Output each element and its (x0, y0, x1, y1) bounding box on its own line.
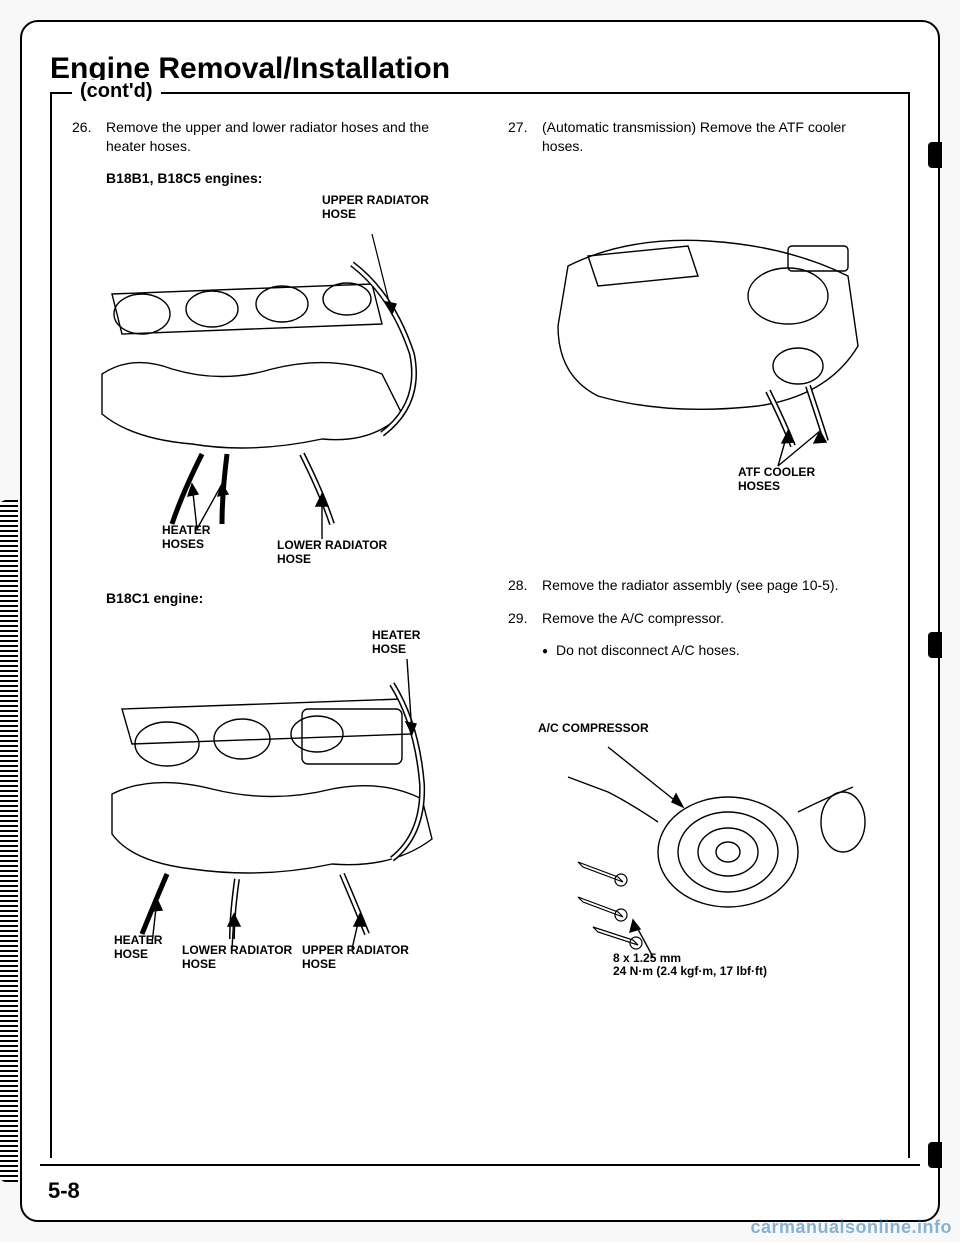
step-26: 26. Remove the upper and lower radiator … (72, 118, 452, 156)
figure-atf-cooler: ATF COOLER HOSES (508, 186, 888, 536)
side-marker-icon (928, 1142, 942, 1168)
right-column: 27. (Automatic transmission) Remove the … (508, 118, 888, 1148)
page-number: 5-8 (48, 1178, 80, 1204)
callout-ac-compressor: A/C COMPRESSOR (538, 722, 649, 736)
page-title: Engine Removal/Installation (50, 52, 910, 86)
callout-lower-radiator-hose-b: LOWER RADIATOR HOSE (182, 944, 292, 972)
callout-bolt-spec: 8 x 1.25 mm 24 N·m (2.4 kgf·m, 17 lbf·ft… (613, 952, 767, 980)
columns: 26. Remove the upper and lower radiator … (72, 118, 888, 1148)
engine-diagram-b (72, 614, 452, 964)
step-29-bullet: Do not disconnect A/C hoses. (542, 642, 888, 662)
binding-spine (0, 500, 18, 1182)
callout-lower-radiator-hose: LOWER RADIATOR HOSE (277, 539, 387, 567)
callout-heater-hose-top: HEATER HOSE (372, 629, 420, 657)
step-text: Remove the upper and lower radiator hose… (106, 118, 452, 156)
bullet-text: Do not disconnect A/C hoses. (556, 642, 740, 662)
side-marker-icon (928, 142, 942, 168)
step-number: 29. (508, 609, 532, 628)
compressor-diagram (508, 702, 888, 982)
callout-heater-hose-bottom: HEATER HOSE (114, 934, 162, 962)
watermark: carmanualsonline.info (750, 1217, 952, 1238)
step-text: Remove the radiator assembly (see page 1… (542, 576, 838, 595)
callout-upper-radiator-hose-b: UPPER RADIATOR HOSE (302, 944, 409, 972)
footer-rule (40, 1164, 920, 1166)
callout-upper-radiator-hose: UPPER RADIATOR HOSE (322, 194, 429, 222)
engine-diagram-a (72, 194, 452, 554)
callout-heater-hoses: HEATER HOSES (162, 524, 210, 552)
step-number: 26. (72, 118, 96, 156)
step-number: 27. (508, 118, 532, 156)
figure-b18b1-b18c5: UPPER RADIATOR HOSE HEATER HOSES LOWER R… (72, 194, 452, 574)
engine-subhead-b: B18C1 engine: (106, 590, 452, 606)
figure-ac-compressor: A/C COMPRESSOR 8 x 1.25 mm 24 N·m (2.4 k… (508, 702, 888, 1002)
contd-label: (cont'd) (72, 80, 161, 103)
engine-subhead-a: B18B1, B18C5 engines: (106, 170, 452, 186)
figure-b18c1: HEATER HOSE HEATER HOSE LOWER RADIATOR H… (72, 614, 452, 984)
step-27: 27. (Automatic transmission) Remove the … (508, 118, 888, 156)
left-column: 26. Remove the upper and lower radiator … (72, 118, 452, 1148)
step-number: 28. (508, 576, 532, 595)
step-28: 28. Remove the radiator assembly (see pa… (508, 576, 888, 595)
step-29: 29. Remove the A/C compressor. (508, 609, 888, 628)
step-text: Remove the A/C compressor. (542, 609, 724, 628)
callout-atf-cooler-hoses: ATF COOLER HOSES (738, 466, 815, 494)
transmission-diagram (508, 186, 888, 506)
page-frame: Engine Removal/Installation (cont'd) 26.… (20, 20, 940, 1222)
step-text: (Automatic transmission) Remove the ATF … (542, 118, 888, 156)
content-box: (cont'd) 26. Remove the upper and lower … (50, 92, 910, 1158)
side-marker-icon (928, 632, 942, 658)
